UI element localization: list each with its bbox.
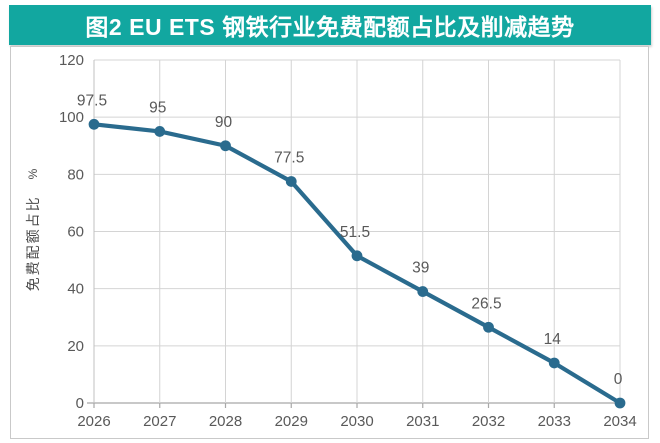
data-label: 51.5: [340, 224, 370, 241]
x-tick-label: 2033: [538, 413, 571, 430]
x-tick-label: 2027: [143, 413, 176, 430]
x-tick-label: 2032: [472, 413, 505, 430]
data-point: [285, 176, 297, 187]
data-label: 77.5: [274, 149, 304, 166]
y-tick-label: 100: [59, 109, 84, 126]
data-label: 95: [149, 99, 166, 116]
y-axis-title: 免费配额占比: [25, 195, 41, 292]
data-point: [351, 250, 363, 262]
data-point: [154, 126, 166, 137]
data-point: [88, 118, 100, 130]
y-tick-label: 80: [67, 166, 84, 183]
x-tick-label: 2026: [77, 413, 110, 430]
x-tick-label: 2029: [275, 413, 308, 430]
chart-container: [10, 46, 649, 439]
data-label: 97.5: [77, 92, 107, 109]
y-tick-label: 60: [67, 224, 84, 241]
figure-title-bar: 图2 EU ETS 钢铁行业免费配额占比及削减趋势: [9, 5, 651, 45]
data-label: 90: [215, 114, 233, 131]
data-point: [220, 140, 231, 152]
data-point: [614, 397, 626, 409]
x-tick-label: 2030: [340, 413, 373, 430]
x-tick-label: 2031: [406, 413, 439, 430]
data-point: [483, 321, 494, 333]
y-tick-label: 120: [59, 52, 84, 69]
y-tick-label: 20: [67, 338, 84, 355]
data-point: [417, 286, 429, 297]
data-label: 0: [614, 371, 623, 388]
data-label: 14: [544, 331, 562, 348]
x-tick-label: 2034: [603, 413, 636, 430]
figure-title: 图2 EU ETS 钢铁行业免费配额占比及削减趋势: [85, 14, 575, 40]
data-label: 26.5: [471, 295, 501, 312]
y-tick-label: 40: [67, 281, 84, 298]
y-tick-label: 0: [76, 395, 84, 412]
x-tick-label: 2028: [209, 413, 242, 430]
data-point: [548, 357, 560, 369]
data-label: 39: [412, 260, 429, 277]
y-axis-unit: %: [26, 168, 40, 180]
